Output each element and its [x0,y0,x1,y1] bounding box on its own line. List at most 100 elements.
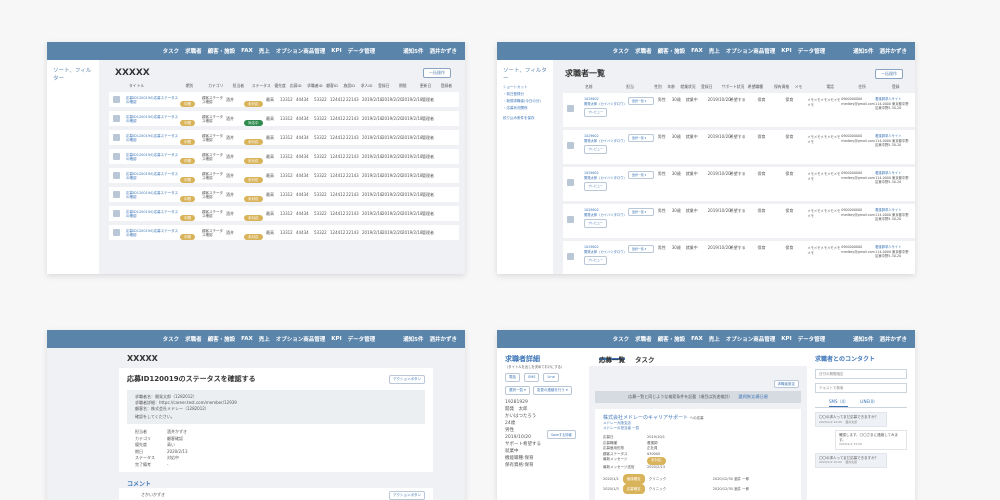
task-title-link[interactable]: 応募ID120019の応募ステータスの確認 [126,228,179,237]
detail-item[interactable]: 就業中 [505,449,519,454]
column-header[interactable]: 施設ID [343,83,356,88]
column-header[interactable]: 優先度 [274,83,286,88]
task-title-link[interactable]: 応募ID120019の応募ステータスの確認 [126,152,179,161]
row-checkbox[interactable] [113,96,120,103]
preview-button[interactable]: プレビュー [584,256,608,265]
date-range-input[interactable]: 日付の期間指定 [815,369,907,379]
nav-item-option[interactable]: オプション商品管理 [275,337,326,343]
nav-notice[interactable]: 通知5件 [853,337,874,343]
jobseeker-name[interactable]: 開発太郎（カイハツタロウ） [584,138,627,143]
column-header[interactable]: 名前 [585,84,593,89]
row-checkbox[interactable] [113,153,120,160]
nav-item-sales[interactable]: 売上 [258,337,270,343]
row-checkbox[interactable] [113,210,120,217]
card-sub[interactable]: メドレー大阪支店 [603,421,631,425]
jobseeker-id[interactable]: 1029602 [584,171,599,175]
sidebar-link[interactable]: ・前日登録分 [503,92,524,96]
detail-item[interactable]: 男性 [505,428,514,433]
column-header[interactable]: 保有資格 [773,84,790,89]
task-title-link[interactable]: 応募ID120019の応募ステータスの確認 [126,133,179,142]
assignee-select[interactable]: 選択一覧 ▾ [627,171,654,179]
sidebar-title[interactable]: ソート、フィルター [503,68,547,82]
table-row[interactable]: 応募ID120019の応募ステータスの確認 中間 顧客スチータス確認 酒井 未対応 最高 1… [109,168,459,183]
column-header[interactable]: 登録 [891,84,900,89]
nav-item-task[interactable]: タスク [162,49,180,55]
row-checkbox[interactable] [567,142,574,149]
nav-item-option[interactable]: オプション商品管理 [725,49,776,55]
nav-item-task[interactable]: タスク [612,49,630,55]
column-header[interactable]: 期限 [399,83,407,88]
nav-item-data[interactable]: データ管理 [797,49,826,55]
nav-item-fax[interactable]: FAX [241,48,253,54]
nav-item-customer[interactable]: 顧客・施設 [657,337,686,343]
task-title-link[interactable]: 応募ID120019の応募ステータスの確認 [126,209,179,218]
detail-item[interactable]: 開発 太郎 [505,407,528,412]
table-row[interactable]: 1029602 開発太郎（カイハツタロウ） プレビュー 選択一覧 ▾ 男性 30歳 就業中 2… [563,167,915,201]
table-row[interactable]: 1029602 開発太郎（カイハツタロウ） プレビュー 選択一覧 ▾ 男性 30歳 就業中 2… [563,241,915,274]
assignee-select[interactable]: 選択一覧 ▾ [627,97,654,105]
jobseeker-name[interactable]: 開発太郎（カイハツタロウ） [584,175,627,180]
nav-item-fax[interactable]: FAX [241,336,253,342]
detail-item[interactable]: 19281929 [505,400,528,405]
row-checkbox[interactable] [567,253,574,260]
column-header[interactable]: 登録日 [701,84,713,89]
row-checkbox[interactable] [567,216,574,223]
column-header[interactable]: 更新日 [419,83,432,88]
column-header[interactable]: 登録者 [440,83,453,88]
column-header[interactable]: メモ [794,84,803,89]
card-sub[interactable]: メドレーの担当者 一覧 [603,426,640,430]
select-dropdown[interactable]: 選択一覧 ▾ [505,386,530,395]
sidebar-link[interactable]: ・応募状況関係 [503,106,528,110]
nav-item-sales[interactable]: 売上 [258,49,270,55]
column-header[interactable]: サポート状況 [721,84,745,89]
card-title[interactable]: 株式会社メドレーのキャリアサポート [603,415,689,421]
tab-line[interactable]: LINE(0) [860,399,875,404]
nav-user[interactable]: 酒井かずき [879,49,907,55]
detail-item[interactable]: 機能職種:保育 [505,456,534,461]
column-header[interactable]: 希望職種 [747,84,763,89]
bulk-action-button[interactable]: 一括操作 [423,68,451,78]
nav-item-task[interactable]: タスク [162,337,180,343]
tab-applications[interactable]: 応募一覧 [599,356,625,364]
nav-item-fax[interactable]: FAX [691,48,703,54]
preview-button[interactable]: プレビュー [584,145,608,154]
detail-item[interactable]: サポート希望する [505,442,541,447]
preview-button[interactable]: プレビュー [584,108,608,117]
row-checkbox[interactable] [113,229,120,236]
detail-item[interactable]: 保有資格:保育 [505,463,534,468]
text-search-input[interactable]: テキストで検索 [815,383,907,393]
nav-notice[interactable]: 通知5件 [853,49,874,55]
column-header[interactable]: 担当者 [232,83,245,88]
column-header[interactable]: 電話 [826,84,834,89]
nav-item-customer[interactable]: 顧客・施設 [207,337,236,343]
nav-item-jobseeker[interactable]: 求職者 [635,337,652,343]
nav-item-kpi[interactable]: KPI [781,336,792,342]
row-checkbox[interactable] [113,172,120,179]
detail-item[interactable]: かいはつたろう [505,414,537,419]
nav-item-sales[interactable]: 売上 [708,49,720,55]
tab-sms[interactable]: SMS（4） [829,399,849,407]
column-header[interactable]: 求人ID [360,83,373,88]
nav-notice[interactable]: 通知5件 [403,49,424,55]
nav-item-option[interactable]: オプション商品管理 [275,49,326,55]
jobseeker-id[interactable]: 1029602 [584,245,599,249]
assignee-select[interactable]: 選択一覧 ▾ [627,245,654,253]
column-header[interactable]: 住所 [858,84,866,89]
table-row[interactable]: 1029602 開発太郎（カイハツタロウ） プレビュー 選択一覧 ▾ 男性 30歳 就業中 2… [563,204,915,238]
nav-item-kpi[interactable]: KPI [781,48,792,54]
column-header[interactable]: 年齢 [667,84,675,89]
nav-user[interactable]: 酒井かずき [429,49,457,55]
table-row[interactable]: 応募ID120019の応募ステータスの確認 中間 顧客スチータス確認 酒井 未対応 最高 1… [109,225,459,240]
column-header[interactable]: 応募ID [289,83,302,88]
assignee-select[interactable]: 選択一覧 ▾ [627,134,654,142]
preview-button[interactable]: プレビュー [584,219,608,228]
table-row[interactable]: 応募ID120019の応募ステータスの確認 中間 顧客スチータス確認 酒井 対応中 最高 1… [109,111,459,126]
comment-action-button[interactable]: アクションボタン [389,490,425,500]
nav-item-customer[interactable]: 顧客・施設 [657,49,686,55]
row-checkbox[interactable] [567,105,574,112]
preview-button[interactable]: プレビュー [584,182,608,191]
sort-link[interactable]: 選択肢(応募日順 [738,394,768,399]
table-row[interactable]: 応募ID120019の応募ステータスの確認 中間 顧客スチータス確認 酒井 未対応 最高 1… [109,206,459,221]
jobseeker-id[interactable]: 1029602 [584,208,599,212]
column-header[interactable]: 期別 [185,83,194,88]
